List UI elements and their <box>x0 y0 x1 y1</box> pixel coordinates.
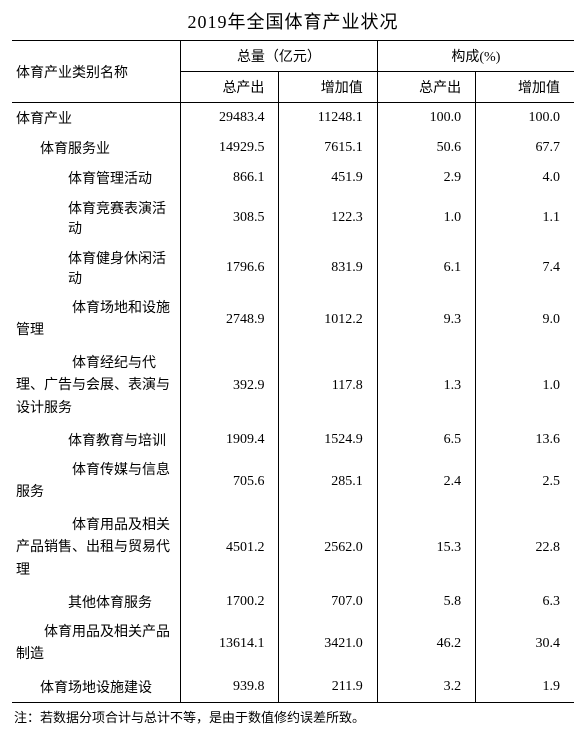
table-row: 体育服务业14929.57615.150.667.7 <box>12 133 574 163</box>
row-value: 1524.9 <box>279 425 377 455</box>
row-value: 15.3 <box>377 510 475 587</box>
row-value: 7615.1 <box>279 133 377 163</box>
row-value: 939.8 <box>181 672 279 703</box>
row-name: 体育健身休闲活动 <box>12 243 181 293</box>
table-row: 体育场地设施建设939.8211.93.21.9 <box>12 672 574 703</box>
row-name: 体育场地和设施管理 <box>12 293 181 348</box>
row-value: 11248.1 <box>279 103 377 134</box>
header-added-total: 增加值 <box>279 72 377 103</box>
row-value: 6.5 <box>377 425 475 455</box>
header-category: 体育产业类别名称 <box>12 41 181 103</box>
row-value: 100.0 <box>377 103 475 134</box>
row-name: 体育传媒与信息服务 <box>12 455 181 510</box>
row-value: 50.6 <box>377 133 475 163</box>
row-name: 体育用品及相关产品制造 <box>12 617 181 672</box>
row-name: 体育服务业 <box>12 133 181 163</box>
row-value: 285.1 <box>279 455 377 510</box>
table-row: 体育用品及相关产品销售、出租与贸易代理4501.22562.015.322.8 <box>12 510 574 587</box>
row-value: 2.4 <box>377 455 475 510</box>
row-name: 体育管理活动 <box>12 163 181 193</box>
row-name: 体育教育与培训 <box>12 425 181 455</box>
header-output-share: 总产出 <box>377 72 475 103</box>
row-value: 5.8 <box>377 587 475 617</box>
row-value: 866.1 <box>181 163 279 193</box>
row-value: 22.8 <box>476 510 574 587</box>
row-value: 2562.0 <box>279 510 377 587</box>
row-value: 67.7 <box>476 133 574 163</box>
row-value: 14929.5 <box>181 133 279 163</box>
row-name: 体育场地设施建设 <box>12 672 181 703</box>
table-row: 体育产业29483.411248.1100.0100.0 <box>12 103 574 134</box>
table-row: 其他体育服务1700.2707.05.86.3 <box>12 587 574 617</box>
row-value: 1012.2 <box>279 293 377 348</box>
row-value: 9.0 <box>476 293 574 348</box>
row-value: 13614.1 <box>181 617 279 672</box>
data-table: 体育产业类别名称 总量（亿元） 构成(%) 总产出 增加值 总产出 增加值 体育… <box>12 40 574 703</box>
row-value: 4501.2 <box>181 510 279 587</box>
row-value: 308.5 <box>181 193 279 243</box>
table-row: 体育教育与培训1909.41524.96.513.6 <box>12 425 574 455</box>
row-value: 1.1 <box>476 193 574 243</box>
row-value: 392.9 <box>181 348 279 425</box>
row-name: 体育用品及相关产品销售、出租与贸易代理 <box>12 510 181 587</box>
row-value: 831.9 <box>279 243 377 293</box>
row-value: 9.3 <box>377 293 475 348</box>
row-value: 29483.4 <box>181 103 279 134</box>
row-value: 7.4 <box>476 243 574 293</box>
row-name: 体育产业 <box>12 103 181 134</box>
row-value: 100.0 <box>476 103 574 134</box>
row-value: 46.2 <box>377 617 475 672</box>
row-value: 1909.4 <box>181 425 279 455</box>
row-value: 1.3 <box>377 348 475 425</box>
row-value: 3421.0 <box>279 617 377 672</box>
row-value: 451.9 <box>279 163 377 193</box>
row-value: 6.1 <box>377 243 475 293</box>
table-row: 体育传媒与信息服务705.6285.12.42.5 <box>12 455 574 510</box>
row-value: 707.0 <box>279 587 377 617</box>
row-value: 6.3 <box>476 587 574 617</box>
row-name: 体育竞赛表演活动 <box>12 193 181 243</box>
table-note: 注：若数据分项合计与总计不等，是由于数值修约误差所致。 <box>12 707 574 726</box>
row-value: 13.6 <box>476 425 574 455</box>
row-value: 1.0 <box>476 348 574 425</box>
row-value: 2.5 <box>476 455 574 510</box>
row-value: 2748.9 <box>181 293 279 348</box>
row-value: 4.0 <box>476 163 574 193</box>
header-total-group: 总量（亿元） <box>181 41 378 72</box>
row-value: 1.0 <box>377 193 475 243</box>
table-row: 体育健身休闲活动1796.6831.96.17.4 <box>12 243 574 293</box>
header-output-total: 总产出 <box>181 72 279 103</box>
table-row: 体育场地和设施管理2748.91012.29.39.0 <box>12 293 574 348</box>
table-row: 体育经纪与代理、广告与会展、表演与设计服务392.9117.81.31.0 <box>12 348 574 425</box>
table-title: 2019年全国体育产业状况 <box>12 8 574 34</box>
table-row: 体育管理活动866.1451.92.94.0 <box>12 163 574 193</box>
row-value: 705.6 <box>181 455 279 510</box>
row-value: 3.2 <box>377 672 475 703</box>
row-value: 2.9 <box>377 163 475 193</box>
row-value: 1796.6 <box>181 243 279 293</box>
row-value: 1.9 <box>476 672 574 703</box>
row-value: 211.9 <box>279 672 377 703</box>
row-name: 其他体育服务 <box>12 587 181 617</box>
row-value: 1700.2 <box>181 587 279 617</box>
row-value: 122.3 <box>279 193 377 243</box>
table-row: 体育用品及相关产品制造13614.13421.046.230.4 <box>12 617 574 672</box>
row-value: 30.4 <box>476 617 574 672</box>
header-share-group: 构成(%) <box>377 41 574 72</box>
table-row: 体育竞赛表演活动308.5122.31.01.1 <box>12 193 574 243</box>
row-value: 117.8 <box>279 348 377 425</box>
header-added-share: 增加值 <box>476 72 574 103</box>
row-name: 体育经纪与代理、广告与会展、表演与设计服务 <box>12 348 181 425</box>
